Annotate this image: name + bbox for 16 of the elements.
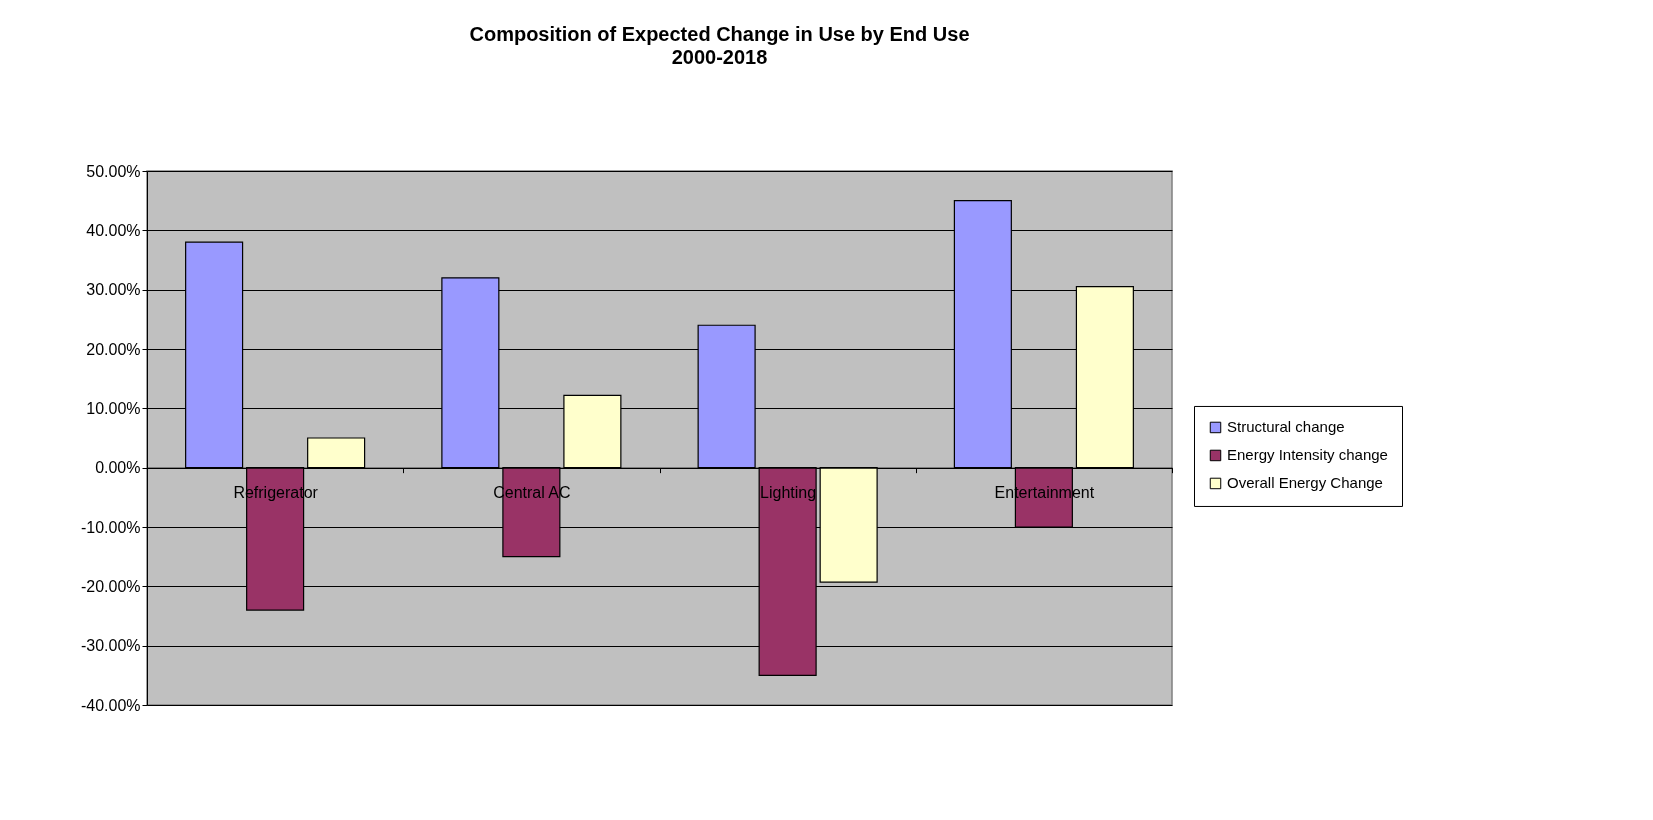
y-tick-label: 10.00% (86, 399, 141, 417)
y-tick-label: -30.00% (80, 637, 141, 655)
y-tick-label: 40.00% (86, 221, 141, 239)
y-tick-label: -40.00% (80, 696, 141, 714)
y-tick-label: 0.00% (95, 459, 141, 477)
y-tick-label: 30.00% (86, 281, 141, 299)
y-tick-label: -20.00% (80, 577, 141, 595)
legend-label: Energy Intensity change (1227, 446, 1388, 464)
chart-subtitle: 2000-2018 (671, 46, 768, 68)
x-tick-label: Lighting (760, 484, 817, 502)
legend-label: Overall Energy Change (1227, 474, 1383, 492)
y-tick-label: 50.00% (86, 162, 141, 180)
y-tick-label: -10.00% (80, 518, 141, 536)
chart-title: Composition of Expected Change in Use by End Use (469, 23, 970, 45)
legend-label: Structural change (1227, 418, 1345, 436)
y-tick-label: 20.00% (86, 340, 141, 358)
